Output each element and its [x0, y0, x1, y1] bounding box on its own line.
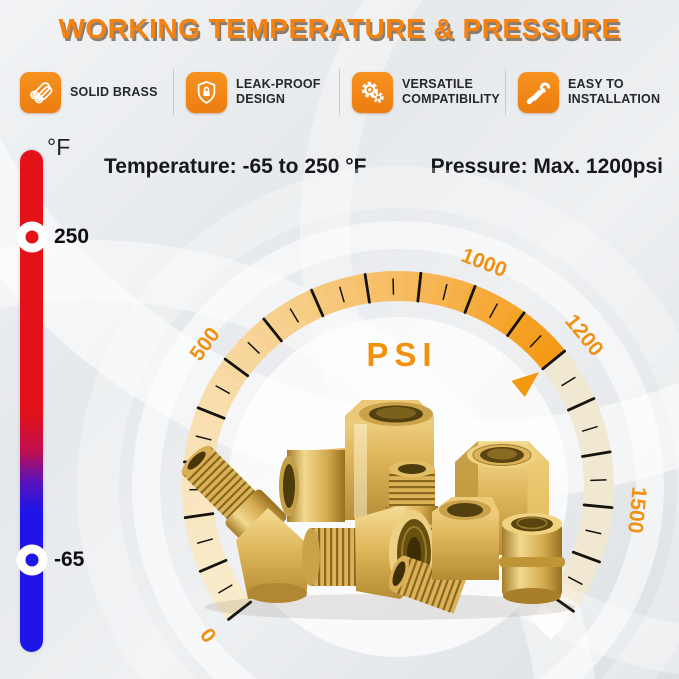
elbow45-fitting: [181, 445, 312, 603]
specs-row: Temperature: -65 to 250 °F Pressure: Max…: [104, 155, 663, 179]
temperature-label: Temperature:: [104, 155, 237, 178]
thermometer-min-label: -65: [54, 548, 85, 571]
brass-tubes-icon: [20, 71, 61, 113]
gauge-tick-label: 1000: [458, 244, 510, 282]
feature-versatile: VERSATILE COMPATIBILITY: [340, 71, 505, 113]
hex-coupling-fitting: [455, 441, 549, 555]
feature-leak-proof: LEAK-PROOF DESIGN: [174, 71, 339, 113]
feature-solid-brass: SOLID BRASS: [8, 71, 173, 113]
gears-icon: [352, 71, 393, 113]
pressure-spec: Pressure: Max. 1200psi: [431, 155, 663, 179]
feature-label: EASY TO INSTALLATION: [568, 77, 661, 106]
feature-label: VERSATILE COMPATIBILITY: [402, 77, 500, 106]
feature-divider: [173, 69, 174, 115]
round-coupling-fitting: [499, 513, 565, 604]
shield-lock-icon: [186, 71, 227, 113]
pressure-label: Pressure:: [430, 155, 528, 178]
gauge-pointer: [511, 371, 540, 398]
thermometer: °F 250 -65: [16, 134, 104, 674]
feature-label: LEAK-PROOF DESIGN: [236, 77, 321, 106]
pressure-value: Max. 1200psi: [533, 155, 663, 178]
hex-bushing-fitting: [302, 506, 435, 599]
gauge-tick-label: 1500: [623, 486, 650, 535]
tee-fitting: [279, 400, 434, 522]
feature-divider: [505, 69, 506, 115]
gauge-tick-label: 1200: [560, 310, 607, 361]
gauge-outer-glow: [77, 166, 679, 679]
feature-label: SOLID BRASS: [70, 84, 158, 99]
temperature-spec: Temperature: -65 to 250 °F: [104, 155, 366, 179]
feature-easy-install: EASY TO INSTALLATION: [506, 71, 671, 113]
brass-fittings: [181, 400, 575, 620]
elbow90-fitting: [389, 497, 499, 614]
gauge-tick-label: 0: [196, 623, 221, 646]
hex-nipple-fitting: [386, 461, 438, 560]
thermometer-unit-label: °F: [47, 134, 71, 160]
wrench-screwdriver-icon: [518, 71, 559, 113]
thermometer-min-marker: [16, 544, 47, 576]
thermometer-max-label: 250: [54, 225, 90, 248]
page-title: WORKING TEMPERATURE & PRESSURE: [58, 13, 621, 44]
feature-divider: [339, 69, 340, 115]
temperature-value: -65 to 250 °F: [242, 155, 367, 178]
gauge-tick-label: 500: [185, 323, 224, 365]
features-bar: SOLID BRASS LEAK-PROOF DESIGN: [8, 64, 671, 120]
thermometer-bar: [16, 150, 47, 652]
gauge-unit-label: PSI: [366, 336, 438, 373]
gauge-outer-ring: [132, 221, 664, 679]
thermometer-max-marker: [16, 221, 47, 253]
